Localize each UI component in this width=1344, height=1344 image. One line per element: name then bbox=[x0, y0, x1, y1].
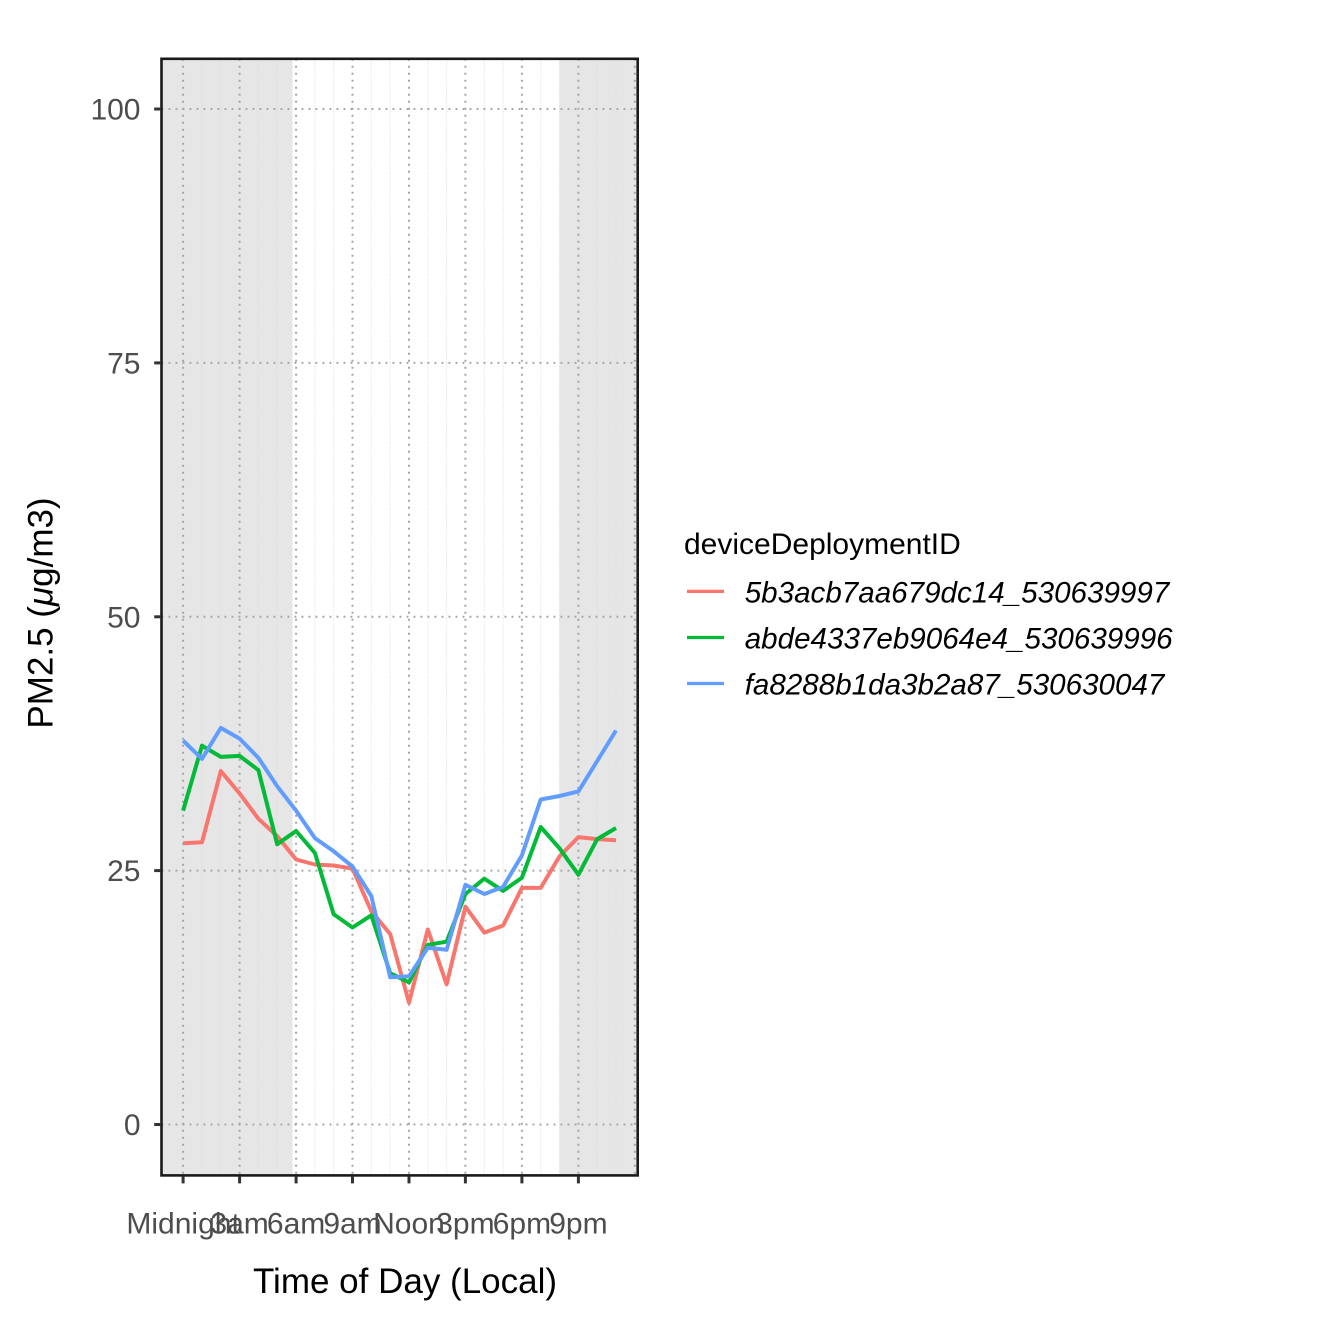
svg-text:9pm: 9pm bbox=[549, 1208, 607, 1241]
svg-text:abde4337eb9064e4_530639996: abde4337eb9064e4_530639996 bbox=[745, 623, 1173, 656]
svg-text:0: 0 bbox=[124, 1109, 141, 1142]
svg-text:Noon: Noon bbox=[373, 1208, 445, 1241]
svg-text:3pm: 3pm bbox=[436, 1208, 494, 1241]
svg-text:9am: 9am bbox=[323, 1208, 381, 1241]
svg-text:3am: 3am bbox=[210, 1208, 268, 1241]
svg-text:50: 50 bbox=[107, 601, 140, 634]
svg-text:100: 100 bbox=[90, 94, 140, 127]
svg-text:75: 75 bbox=[107, 348, 140, 381]
svg-text:25: 25 bbox=[107, 855, 140, 888]
svg-text:Midnight: Midnight bbox=[126, 1208, 240, 1241]
svg-text:6pm: 6pm bbox=[493, 1208, 551, 1241]
svg-text:Time of Day (Local): Time of Day (Local) bbox=[253, 1262, 557, 1301]
svg-text:6am: 6am bbox=[267, 1208, 325, 1241]
svg-text:deviceDeploymentID: deviceDeploymentID bbox=[684, 528, 961, 561]
svg-text:5b3acb7aa679dc14_530639997: 5b3acb7aa679dc14_530639997 bbox=[745, 577, 1171, 610]
svg-text:PM2.5 (μg/m3): PM2.5 (μg/m3) bbox=[22, 497, 61, 728]
svg-text:fa8288b1da3b2a87_530630047: fa8288b1da3b2a87_530630047 bbox=[745, 669, 1166, 702]
